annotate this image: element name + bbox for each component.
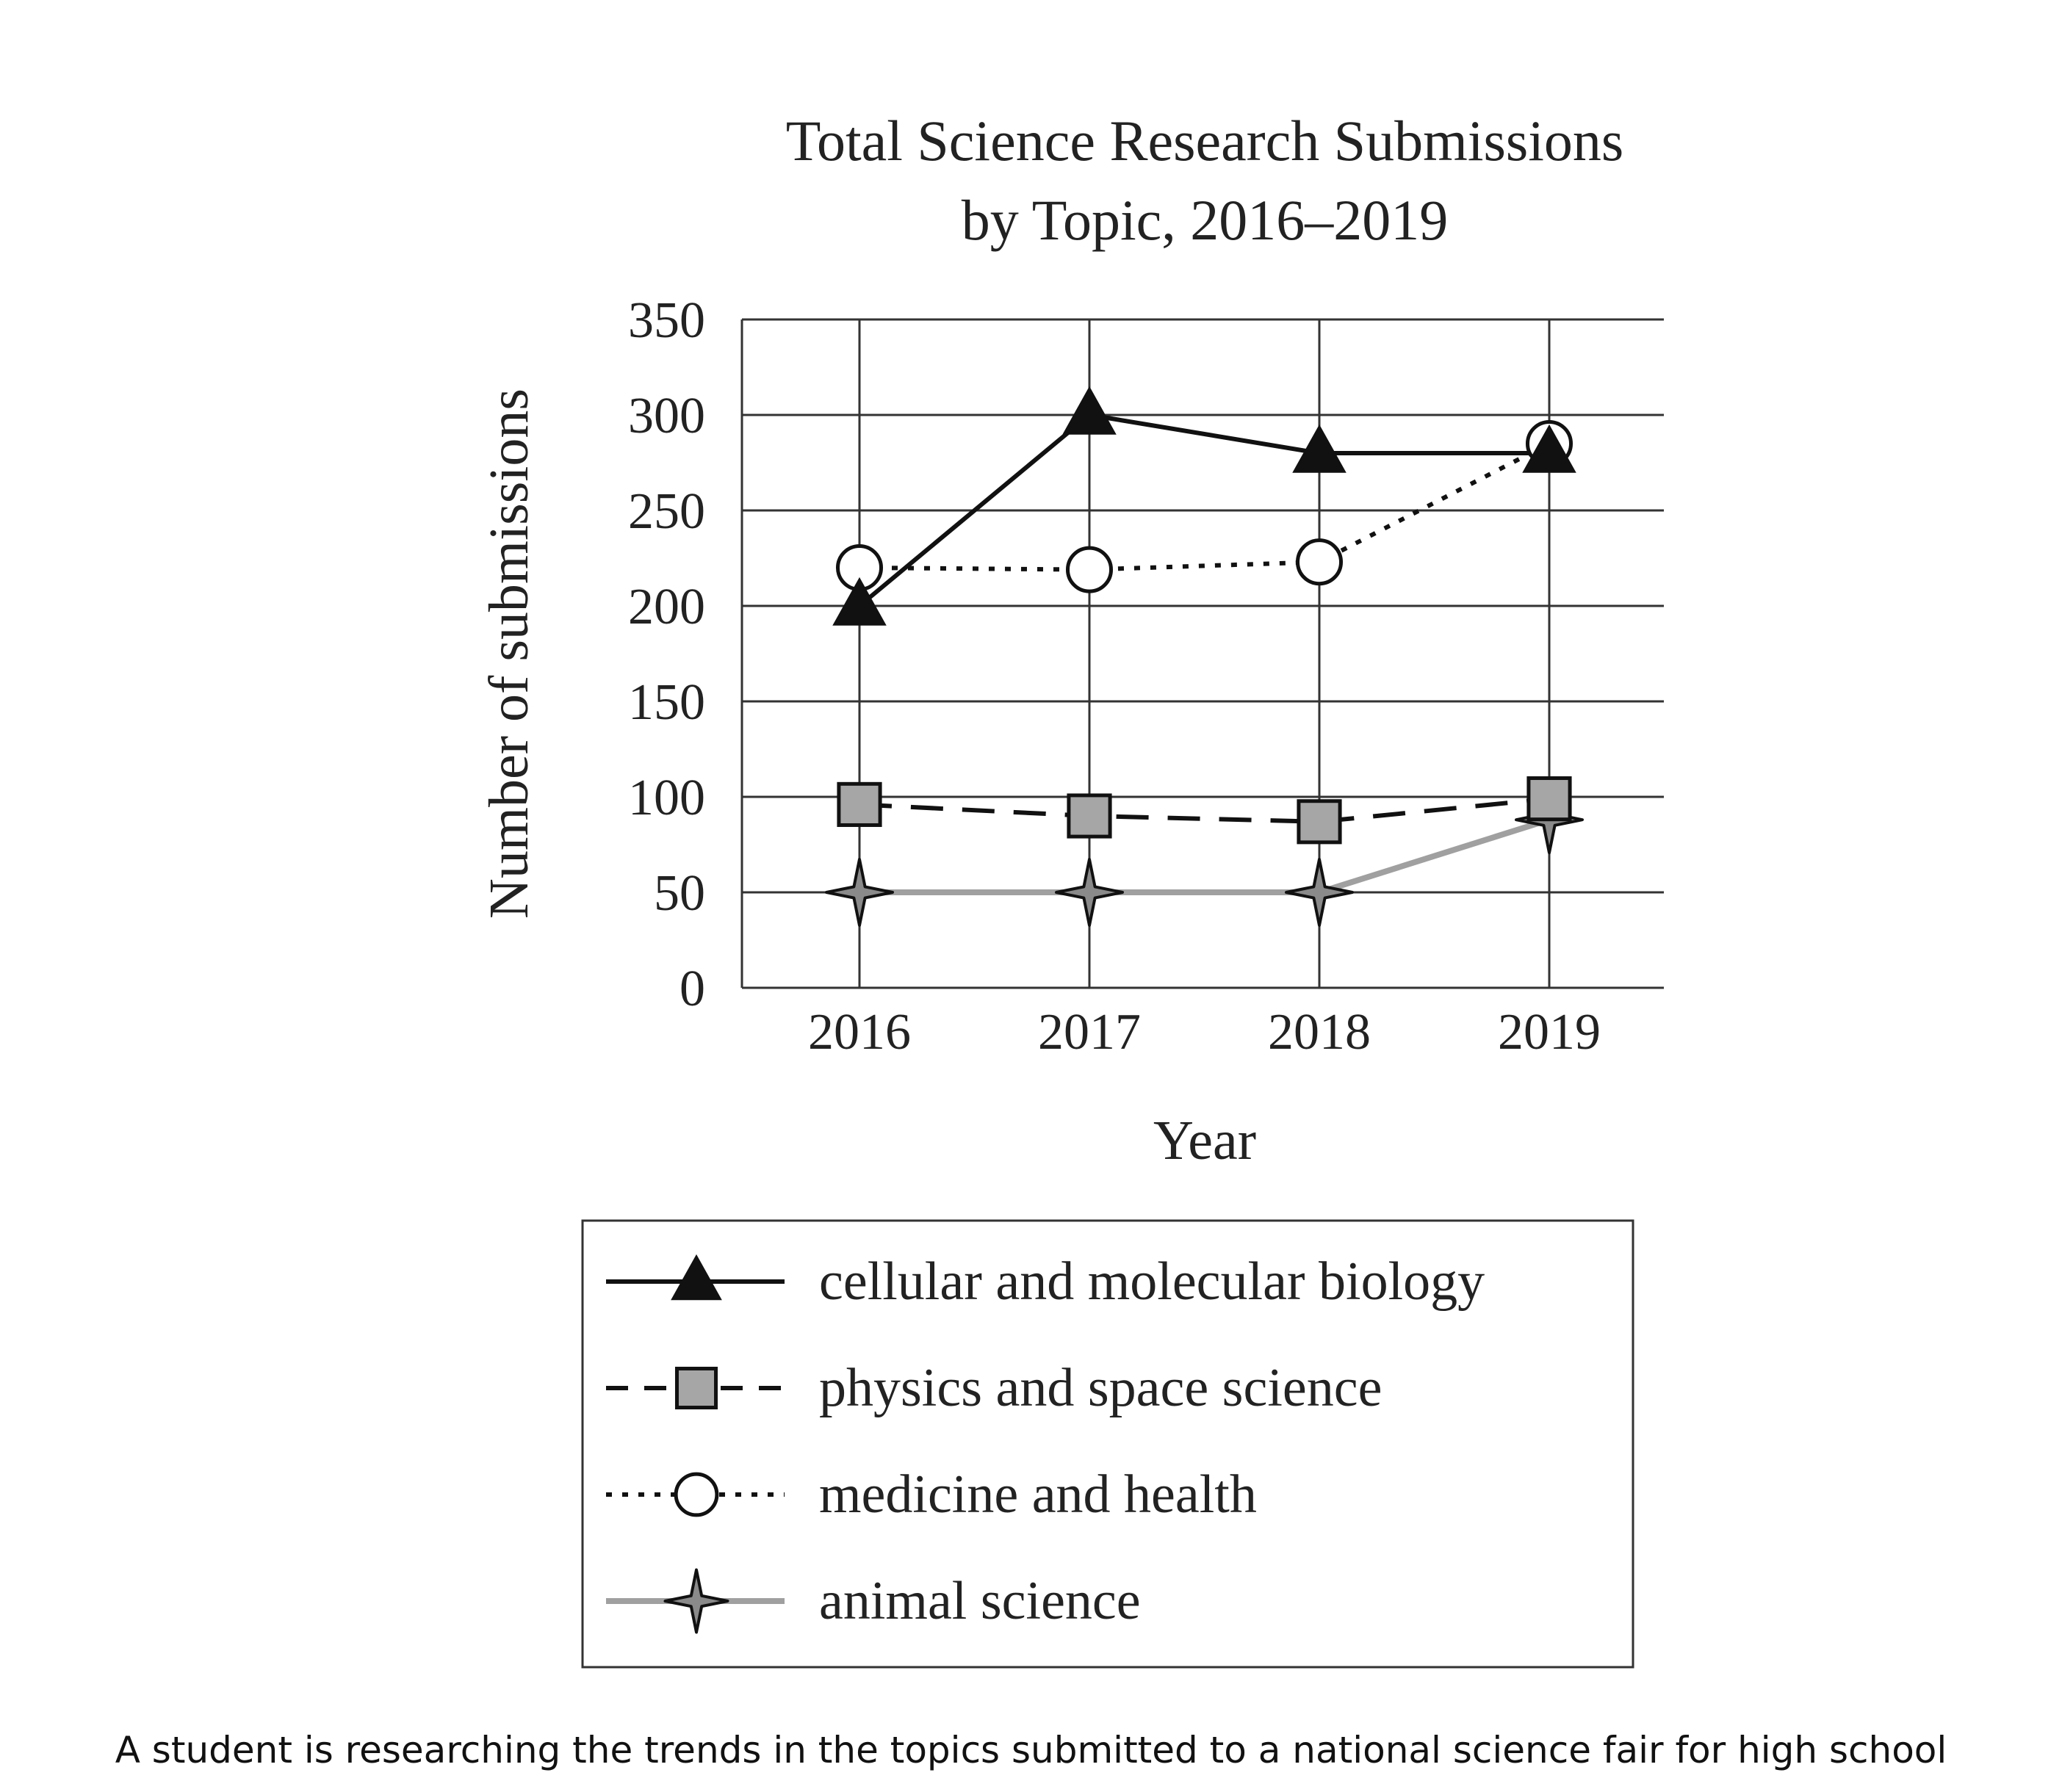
data-point [1067, 793, 1112, 839]
x-axis-ticks: 2016 2017 2018 2019 [808, 1004, 1601, 1061]
legend-marker [663, 1568, 729, 1634]
x-tick-label: 2018 [1268, 1004, 1371, 1061]
question-caption: A student is researching the trends in t… [115, 1729, 1947, 1771]
series-line [859, 441, 1551, 572]
x-tick-label: 2017 [1038, 1004, 1141, 1061]
legend-label: animal science [819, 1571, 1141, 1631]
data-point [1055, 858, 1124, 927]
x-axis-label: Year [1153, 1110, 1256, 1171]
legend-label: physics and space science [819, 1358, 1382, 1418]
legend-box [581, 1219, 1634, 1669]
series-line [858, 413, 1549, 608]
data-point [1065, 546, 1114, 593]
data-point [832, 577, 887, 626]
series-line [859, 817, 1551, 895]
data-point [1297, 799, 1342, 845]
y-tick-label: 50 [654, 865, 705, 922]
data-point [1292, 424, 1347, 473]
y-tick-label: 300 [628, 388, 705, 444]
series-line [859, 796, 1550, 824]
data-point [1522, 424, 1576, 473]
chart-legend: cellular and molecular biology physics an… [581, 1219, 1634, 1669]
y-tick-label: 150 [628, 674, 705, 731]
y-tick-label: 200 [628, 579, 705, 635]
chart-title: Total Science Research Submissions [786, 109, 1623, 173]
data-point [1062, 386, 1117, 435]
chart-subtitle: by Topic, 2016–2019 [962, 188, 1449, 252]
legend-marker [671, 1254, 722, 1301]
y-tick-label: 0 [679, 961, 705, 1017]
y-tick-label: 250 [628, 483, 705, 540]
legend-label: medicine and health [819, 1464, 1257, 1525]
series-lines [858, 413, 1551, 895]
chart-grid [740, 318, 1664, 989]
data-point [1295, 538, 1344, 586]
legend-label: cellular and molecular biology [819, 1251, 1485, 1312]
data-point [825, 858, 894, 927]
legend-marker [674, 1366, 718, 1410]
y-tick-label: 350 [628, 292, 705, 349]
data-point [837, 781, 882, 827]
series-markers [825, 386, 1584, 927]
data-point [1526, 776, 1572, 822]
legend-marker [674, 1472, 719, 1517]
y-tick-label: 100 [628, 770, 705, 826]
y-axis-ticks: 0 50 100 150 200 250 300 350 [628, 292, 705, 1017]
x-tick-label: 2019 [1498, 1004, 1601, 1061]
data-point [1285, 858, 1354, 927]
y-axis-label: Number of submissions [478, 389, 540, 919]
x-tick-label: 2016 [808, 1004, 911, 1061]
